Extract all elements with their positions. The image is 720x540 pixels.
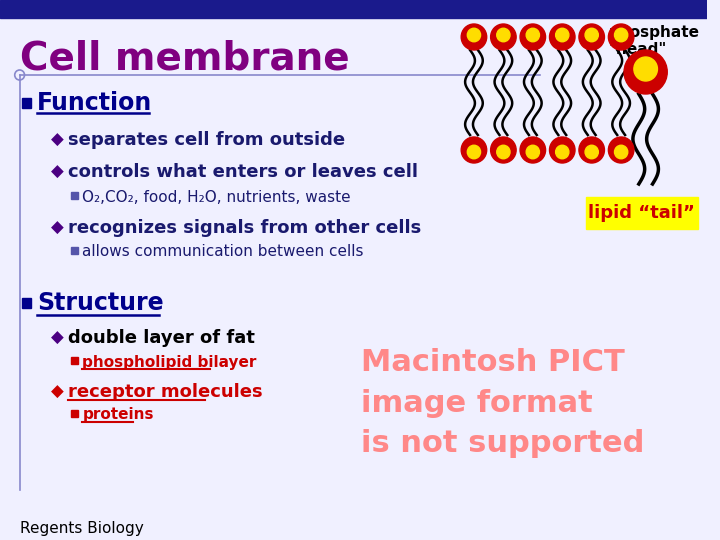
Circle shape xyxy=(549,137,575,163)
Text: proteins: proteins xyxy=(82,408,154,422)
Text: recognizes signals from other cells: recognizes signals from other cells xyxy=(68,219,421,237)
Circle shape xyxy=(497,145,510,159)
Bar xyxy=(71,192,78,199)
Circle shape xyxy=(526,28,539,42)
Bar xyxy=(71,357,78,364)
Text: ◆: ◆ xyxy=(51,383,64,401)
Circle shape xyxy=(526,145,539,159)
Bar xyxy=(22,298,32,308)
Text: Macintosh PICT
image format
is not supported: Macintosh PICT image format is not suppo… xyxy=(361,348,644,458)
Circle shape xyxy=(608,137,634,163)
Circle shape xyxy=(549,24,575,50)
Bar xyxy=(22,98,32,108)
Text: O₂,CO₂, food, H₂O, nutrients, waste: O₂,CO₂, food, H₂O, nutrients, waste xyxy=(82,190,351,205)
Circle shape xyxy=(579,24,605,50)
Circle shape xyxy=(556,28,569,42)
Circle shape xyxy=(520,137,546,163)
Text: Regents Biology: Regents Biology xyxy=(19,521,143,536)
Circle shape xyxy=(497,28,510,42)
Bar xyxy=(0,0,706,18)
Text: receptor molecules: receptor molecules xyxy=(68,383,262,401)
Circle shape xyxy=(608,24,634,50)
Text: phospholipid bilayer: phospholipid bilayer xyxy=(82,354,257,369)
Text: controls what enters or leaves cell: controls what enters or leaves cell xyxy=(68,163,418,181)
Text: double layer of fat: double layer of fat xyxy=(68,329,255,347)
Text: Structure: Structure xyxy=(37,291,164,315)
Bar xyxy=(71,247,78,254)
Circle shape xyxy=(579,137,605,163)
Text: ◆: ◆ xyxy=(51,219,64,237)
Circle shape xyxy=(614,145,628,159)
Text: lipid “tail”: lipid “tail” xyxy=(588,204,696,222)
Circle shape xyxy=(462,137,487,163)
Bar xyxy=(71,410,78,417)
FancyBboxPatch shape xyxy=(586,197,698,229)
Circle shape xyxy=(634,57,657,81)
Circle shape xyxy=(520,24,546,50)
Circle shape xyxy=(462,24,487,50)
Text: ◆: ◆ xyxy=(51,131,64,149)
Circle shape xyxy=(624,50,667,94)
Circle shape xyxy=(467,28,480,42)
Text: Cell membrane: Cell membrane xyxy=(19,39,349,77)
Circle shape xyxy=(614,28,628,42)
Circle shape xyxy=(585,28,598,42)
Circle shape xyxy=(490,24,516,50)
Circle shape xyxy=(467,145,480,159)
Circle shape xyxy=(490,137,516,163)
Circle shape xyxy=(556,145,569,159)
Circle shape xyxy=(585,145,598,159)
Text: phosphate
"head": phosphate "head" xyxy=(608,25,699,57)
Text: ◆: ◆ xyxy=(51,329,64,347)
Text: separates cell from outside: separates cell from outside xyxy=(68,131,345,149)
Text: ◆: ◆ xyxy=(51,163,64,181)
Text: Function: Function xyxy=(37,91,153,115)
Text: allows communication between cells: allows communication between cells xyxy=(82,245,364,260)
